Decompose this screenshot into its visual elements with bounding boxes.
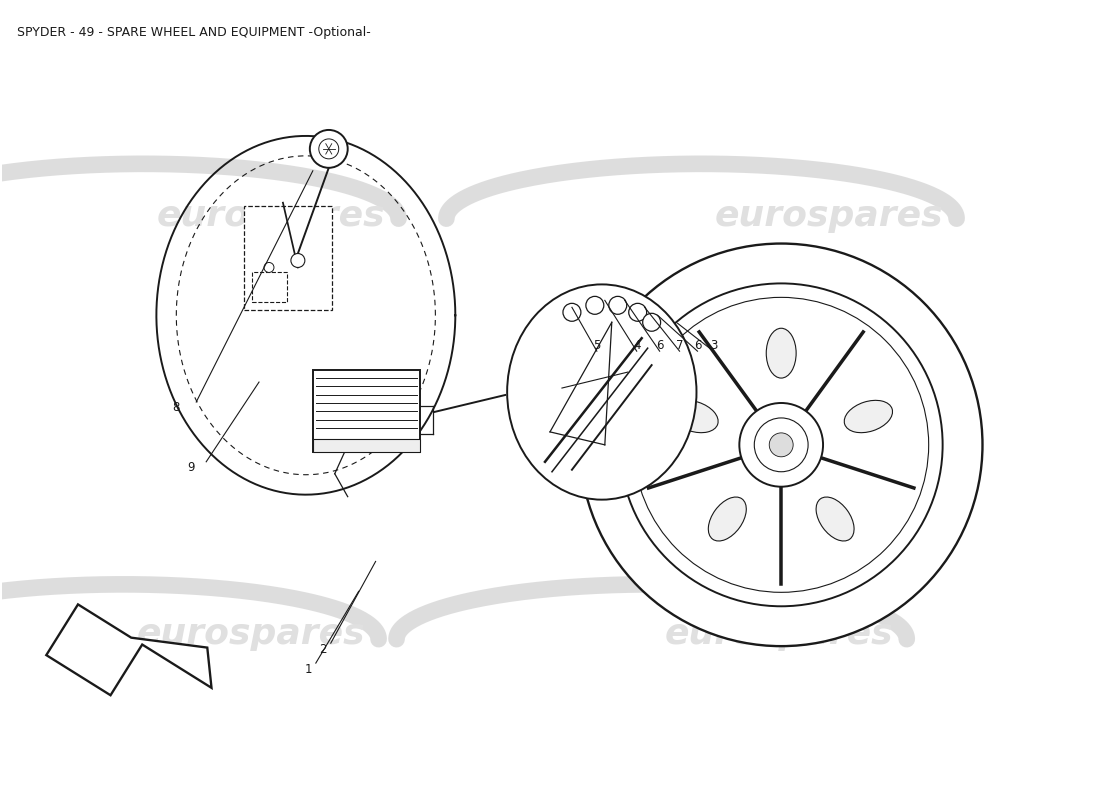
- Circle shape: [608, 296, 627, 314]
- Circle shape: [580, 243, 982, 646]
- Bar: [252, 273, 287, 302]
- Text: 7: 7: [675, 338, 683, 352]
- Circle shape: [755, 418, 808, 472]
- Bar: [244, 206, 332, 310]
- Circle shape: [739, 403, 823, 486]
- Text: eurospares: eurospares: [715, 198, 944, 233]
- Ellipse shape: [708, 497, 746, 541]
- Text: SPYDER - 49 - SPARE WHEEL AND EQUIPMENT -Optional-: SPYDER - 49 - SPARE WHEEL AND EQUIPMENT …: [16, 26, 371, 39]
- Ellipse shape: [767, 328, 796, 378]
- Text: 9: 9: [187, 462, 195, 474]
- Text: eurospares: eurospares: [136, 617, 365, 651]
- Text: 2: 2: [319, 642, 327, 656]
- Circle shape: [769, 433, 793, 457]
- Circle shape: [586, 296, 604, 314]
- Ellipse shape: [816, 497, 854, 541]
- Ellipse shape: [670, 400, 718, 433]
- Circle shape: [310, 130, 348, 168]
- Polygon shape: [46, 605, 211, 695]
- Text: 5: 5: [593, 338, 601, 352]
- Circle shape: [290, 254, 305, 267]
- Circle shape: [319, 139, 339, 159]
- Text: 3: 3: [710, 338, 717, 352]
- Ellipse shape: [507, 285, 696, 500]
- Text: eurospares: eurospares: [664, 617, 893, 651]
- Text: 8: 8: [173, 402, 180, 414]
- Circle shape: [264, 262, 274, 273]
- Bar: [312, 370, 420, 452]
- Ellipse shape: [844, 400, 892, 433]
- Circle shape: [634, 298, 928, 592]
- Circle shape: [563, 303, 581, 322]
- Text: 4: 4: [632, 338, 640, 352]
- Circle shape: [629, 303, 647, 322]
- Text: eurospares: eurospares: [156, 198, 385, 233]
- Text: 6: 6: [656, 338, 663, 352]
- Bar: [312, 439, 420, 452]
- Text: 1: 1: [305, 662, 312, 675]
- Text: 6: 6: [694, 338, 701, 352]
- Circle shape: [642, 314, 661, 331]
- Circle shape: [619, 283, 943, 606]
